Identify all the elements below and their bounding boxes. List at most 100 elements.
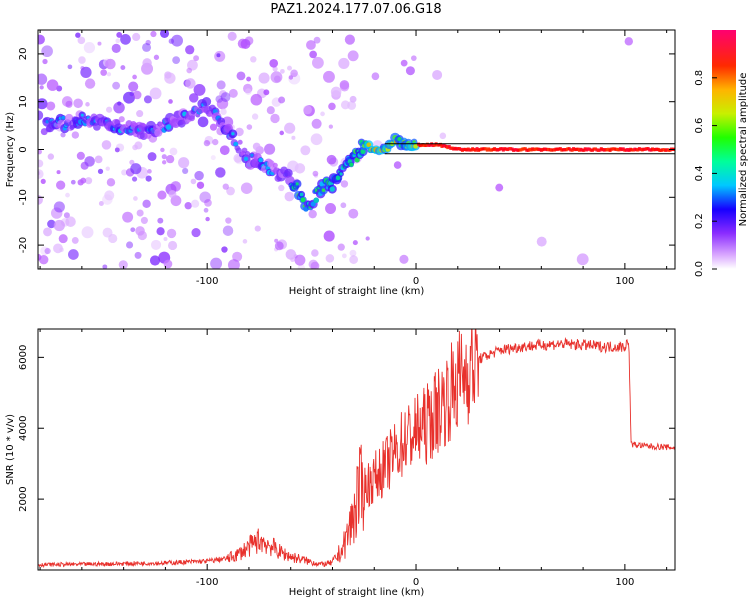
noise-blob (311, 56, 324, 69)
snr-x-tick-label: 100 (615, 577, 634, 588)
noise-blob (83, 41, 96, 54)
noise-blob (197, 116, 209, 128)
ridge-core (45, 120, 49, 124)
noise-blob (38, 98, 48, 110)
page-title: PAZ1.2024.177.07.06.G18 (270, 2, 442, 17)
noise-blob (251, 113, 259, 120)
spectrogram-x-tick-label: -100 (196, 276, 219, 287)
noise-blob (53, 243, 63, 254)
noise-blob (43, 227, 52, 237)
noise-blob (330, 86, 342, 98)
noise-blob (352, 240, 358, 246)
ridge-blob (65, 113, 74, 123)
noise-blob (279, 130, 285, 136)
noise-blob (290, 257, 295, 263)
noise-blob (222, 183, 229, 190)
noise-blob (114, 147, 120, 153)
noise-blob (108, 233, 118, 244)
noise-blob (38, 171, 41, 176)
noise-blob (226, 186, 235, 196)
noise-blob (105, 166, 110, 171)
snr-series-line (38, 329, 675, 569)
noise-blob (143, 95, 152, 104)
noise-blob (306, 40, 316, 50)
ridge-core (80, 113, 84, 117)
noise-blob (147, 152, 157, 162)
noise-blob (137, 230, 147, 241)
noise-blob (405, 66, 415, 76)
noise-blob (193, 83, 206, 96)
noise-blob (120, 34, 131, 45)
spectrogram-y-axis-title: Frequency (Hz) (5, 112, 16, 188)
noise-blob (186, 67, 193, 74)
noise-blob (216, 80, 226, 90)
noise-blob (337, 243, 345, 251)
noise-blob (246, 124, 253, 130)
noise-blob (157, 190, 167, 200)
noise-blob (73, 98, 83, 109)
noise-blob (40, 178, 46, 184)
noise-blob (308, 209, 317, 219)
snr-y-tick-label: 2000 (18, 486, 29, 511)
noise-blob (190, 199, 200, 208)
noise-blob (340, 202, 347, 209)
noise-blob (222, 225, 234, 236)
noise-blob (284, 122, 296, 134)
ridge-blob (284, 168, 293, 178)
noise-blob (136, 209, 144, 217)
noise-blob (340, 180, 349, 188)
noise-blob (326, 154, 337, 165)
spectrogram-x-tick-label: 0 (413, 276, 419, 287)
noise-blob (576, 253, 589, 266)
noise-blob (308, 259, 319, 269)
ridge-blob (272, 162, 278, 168)
noise-blob (312, 170, 319, 177)
noise-blob (157, 217, 164, 224)
snr-y-tick-label: 4000 (18, 416, 29, 441)
colorbar-label: Normalized spectral amplitude (738, 73, 749, 227)
noise-blob (400, 59, 408, 67)
spectrogram-y-tick-label: -20 (18, 237, 29, 253)
noise-blob (348, 208, 359, 219)
noise-blob (221, 246, 228, 253)
noise-blob (227, 259, 240, 269)
noise-blob (38, 253, 42, 261)
noise-blob (38, 73, 48, 85)
noise-blob (78, 56, 86, 64)
noise-blob (287, 65, 292, 71)
noise-blob (210, 257, 223, 269)
noise-blob (168, 190, 177, 199)
noise-blob (58, 234, 68, 244)
noise-blob (185, 78, 196, 89)
noise-blob (126, 241, 134, 249)
noise-blob (219, 145, 230, 156)
ridge-blob (154, 128, 163, 137)
noise-blob (273, 75, 281, 83)
ridge-core (299, 192, 304, 197)
noise-blob (310, 133, 323, 146)
noise-blob (227, 31, 237, 41)
noise-blob (130, 163, 142, 175)
ridge-core (335, 175, 341, 181)
noise-blob (75, 32, 81, 38)
noise-blob (194, 170, 204, 181)
noise-blob (311, 249, 319, 257)
noise-blob (97, 41, 102, 46)
noise-blob (118, 260, 128, 269)
spectrogram-x-tick-label: 100 (615, 276, 634, 287)
noise-blob (131, 176, 138, 182)
noise-blob (371, 72, 380, 81)
noise-blob (291, 135, 296, 140)
noise-blob (216, 53, 221, 58)
ridge-cell (447, 144, 451, 149)
noise-blob (150, 30, 157, 38)
noise-blob (250, 93, 263, 106)
noise-blob (142, 58, 152, 68)
noise-blob (411, 55, 417, 61)
noise-blob (320, 111, 325, 117)
noise-blob (150, 239, 162, 250)
noise-blob (185, 45, 195, 55)
noise-blob (145, 39, 151, 46)
noise-blob (323, 70, 335, 83)
noise-blob (278, 96, 286, 104)
